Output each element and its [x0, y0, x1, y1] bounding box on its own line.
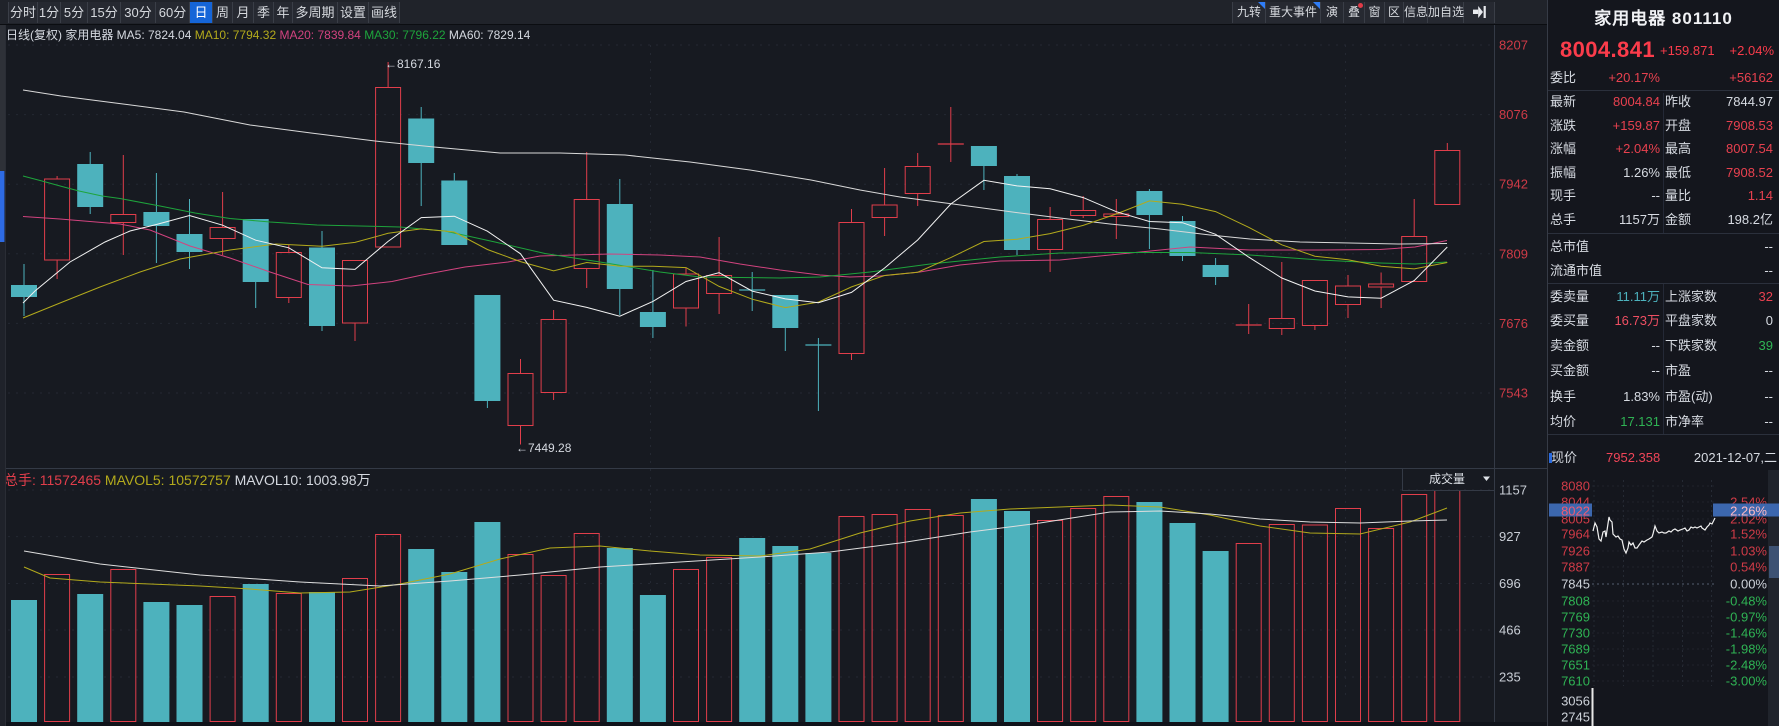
svg-text:2745: 2745	[1561, 710, 1590, 725]
svg-text:-0.97%: -0.97%	[1726, 610, 1768, 625]
svg-text:0.54%: 0.54%	[1730, 560, 1767, 575]
svg-text:-3.00%: -3.00%	[1726, 674, 1768, 689]
svg-text:7651: 7651	[1561, 658, 1590, 673]
svg-text:235: 235	[1499, 670, 1521, 685]
svg-text:7769: 7769	[1561, 610, 1590, 625]
svg-text:7808: 7808	[1561, 594, 1590, 609]
svg-text:0.00%: 0.00%	[1730, 577, 1767, 592]
svg-text:927: 927	[1499, 529, 1521, 544]
svg-text:466: 466	[1499, 623, 1521, 638]
svg-text:日线(复权) 家用电器 MA5: 7824.04 MA10: 日线(复权) 家用电器 MA5: 7824.04 MA10: 7794.32 M…	[6, 27, 531, 42]
svg-text:1.52%: 1.52%	[1730, 527, 1767, 542]
svg-text:7610: 7610	[1561, 674, 1590, 689]
svg-text:7845: 7845	[1561, 577, 1590, 592]
svg-text:←7449.28: ←7449.28	[516, 441, 572, 455]
svg-text:7809: 7809	[1499, 246, 1528, 261]
svg-text:8076: 8076	[1499, 107, 1528, 122]
svg-text:7926: 7926	[1561, 544, 1590, 559]
svg-text:-1.98%: -1.98%	[1726, 642, 1768, 657]
svg-text:7689: 7689	[1561, 642, 1590, 657]
svg-text:7676: 7676	[1499, 316, 1528, 331]
svg-text:8207: 8207	[1499, 38, 1528, 53]
svg-text:7730: 7730	[1561, 626, 1590, 641]
svg-text:-1.46%: -1.46%	[1726, 626, 1768, 641]
svg-text:7887: 7887	[1561, 560, 1590, 575]
svg-text:8022: 8022	[1561, 504, 1590, 519]
svg-text:←8167.16: ←8167.16	[385, 57, 441, 71]
svg-text:2.26%: 2.26%	[1730, 504, 1767, 519]
svg-text:1157: 1157	[1499, 483, 1527, 498]
svg-text:7964: 7964	[1561, 527, 1590, 542]
svg-text:3056: 3056	[1561, 694, 1590, 709]
svg-text:7543: 7543	[1499, 386, 1528, 401]
svg-text:8080: 8080	[1561, 479, 1590, 494]
svg-text:-0.48%: -0.48%	[1726, 594, 1768, 609]
svg-text:7942: 7942	[1499, 177, 1528, 192]
svg-text:1.03%: 1.03%	[1730, 544, 1767, 559]
svg-text:-2.48%: -2.48%	[1726, 658, 1768, 673]
svg-text:总手: 11572465 MAVOL5: 10572757: 总手: 11572465 MAVOL5: 10572757 MAVOL10: 1…	[4, 472, 371, 488]
svg-text:696: 696	[1499, 576, 1521, 591]
svg-text:成交量: 成交量	[1429, 471, 1465, 486]
